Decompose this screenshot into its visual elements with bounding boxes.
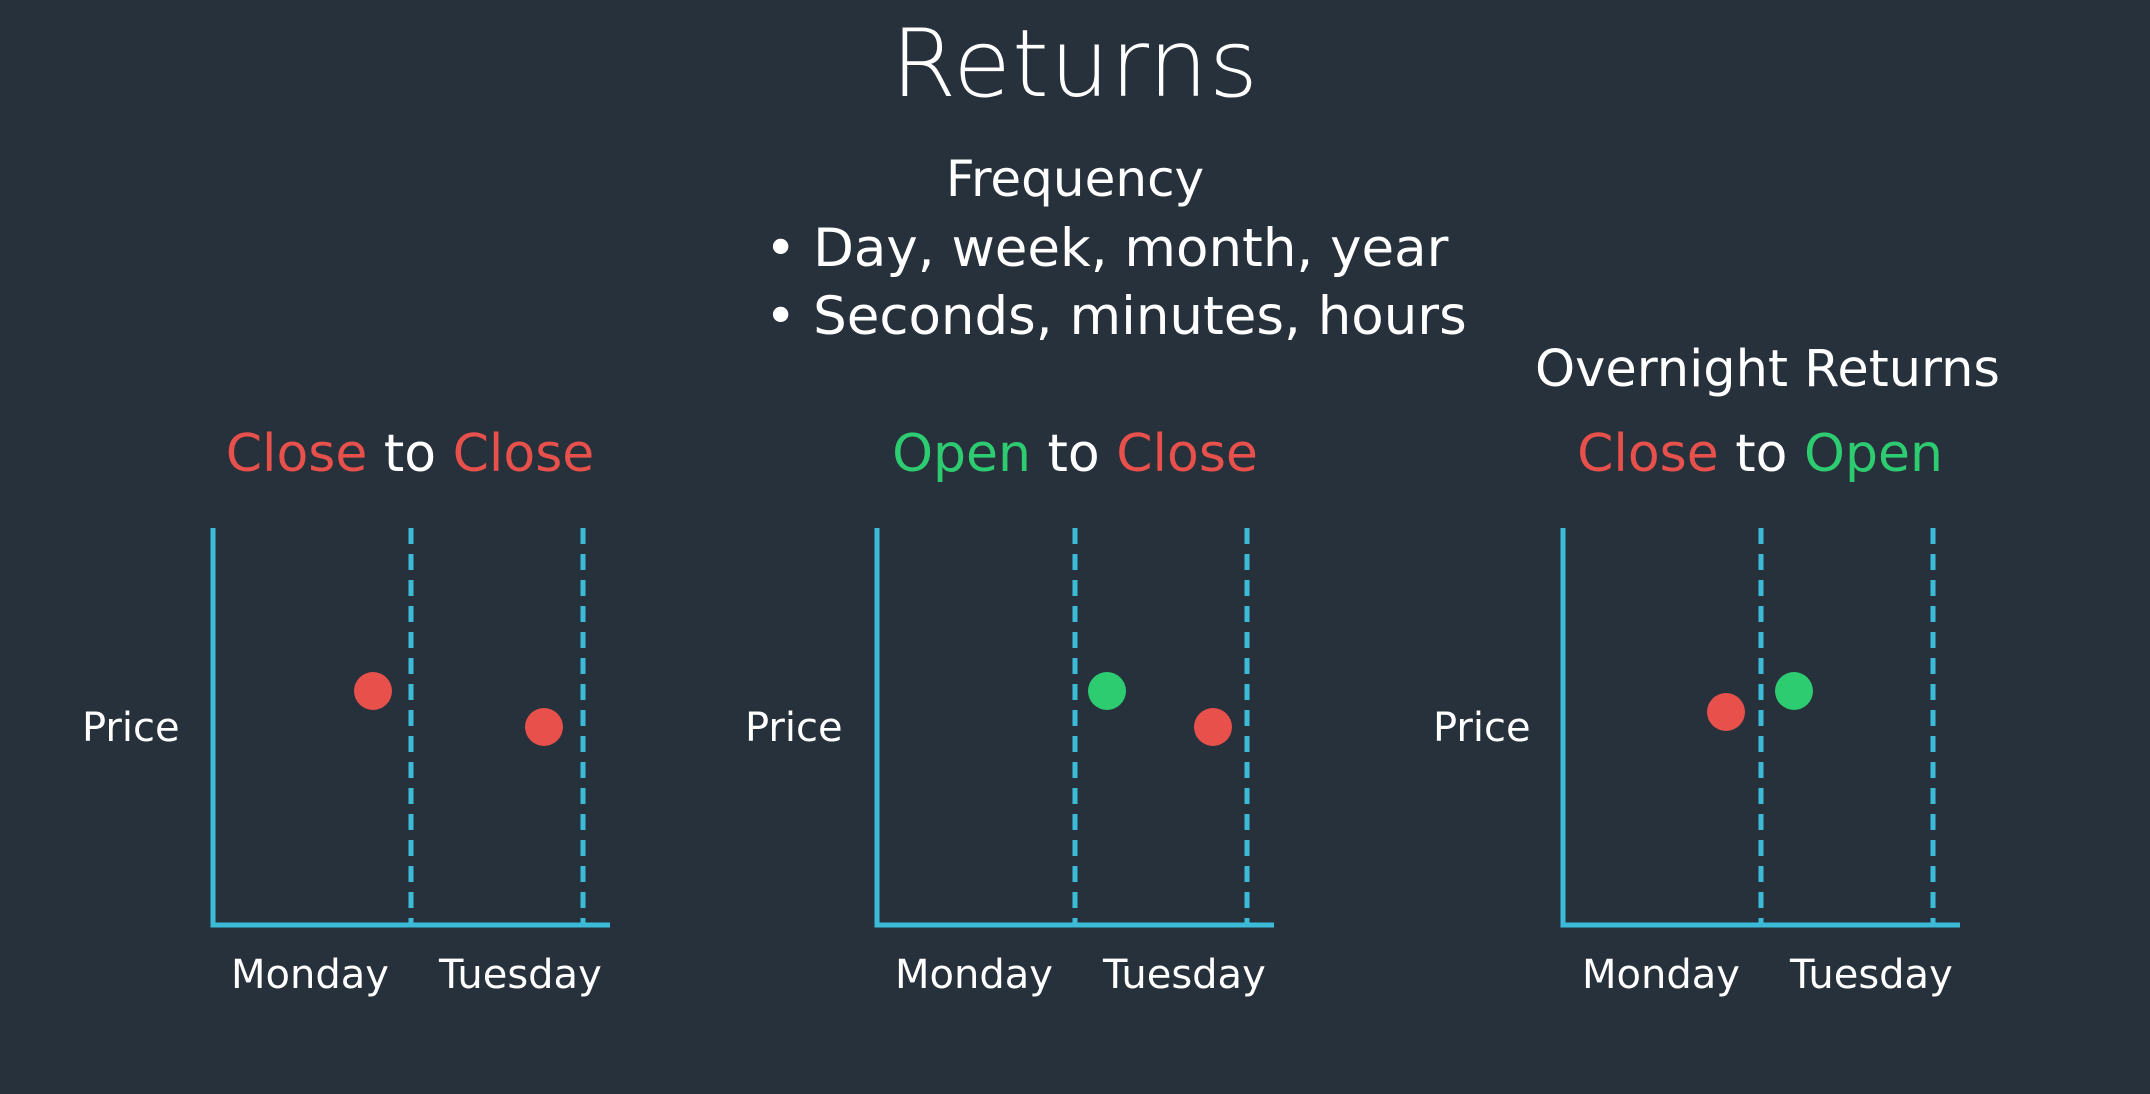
panel-2-open-price-dot xyxy=(1088,672,1126,710)
panel-3-close-price-dot xyxy=(1707,693,1745,731)
panel-3-x-label-monday: Monday xyxy=(1582,952,1740,998)
panel-2-title-connector: to xyxy=(1047,424,1100,484)
panel-1-x-label-tuesday: Tuesday xyxy=(439,952,602,998)
panel-1-close-price-dot xyxy=(354,672,392,710)
panel-2-x-label-tuesday: Tuesday xyxy=(1103,952,1266,998)
panel-2-title-to: Close xyxy=(1116,424,1258,484)
panel-1-title-to: Close xyxy=(452,424,595,484)
frequency-item: • Seconds, minutes, hours xyxy=(765,286,1467,347)
frequency-heading: Frequency xyxy=(945,150,1205,208)
overnight-returns-label: Overnight Returns xyxy=(1535,340,2000,399)
frequency-item: • Day, week, month, year xyxy=(765,218,1449,279)
panel-3-title-to: Open xyxy=(1804,424,1943,484)
frequency-list: • Day, week, month, year • Seconds, minu… xyxy=(765,215,1467,351)
panel-1-title-connector: to xyxy=(383,424,437,484)
panel-3-open-price-dot xyxy=(1775,672,1813,710)
panel-3-x-label-tuesday: Tuesday xyxy=(1790,952,1953,998)
frequency-item-text: Seconds, minutes, hours xyxy=(813,286,1467,347)
panel-2-x-label-monday: Monday xyxy=(895,952,1053,998)
panel-2-title: Open to Close xyxy=(825,424,1325,484)
panel-1-y-label: Price xyxy=(82,705,180,751)
page-title: Returns xyxy=(891,10,1259,119)
panel-3-title: Close to Open xyxy=(1510,424,2010,484)
panel-2-axes xyxy=(874,528,1274,928)
panel-1-title: Close to Close xyxy=(160,424,660,484)
panel-2-close-price-dot xyxy=(1194,708,1232,746)
panel-3-title-from: Close xyxy=(1577,424,1719,484)
panel-3-y-label: Price xyxy=(1433,705,1531,751)
panel-1-x-label-monday: Monday xyxy=(231,952,389,998)
panel-2-y-label: Price xyxy=(745,705,843,751)
panel-1-axes xyxy=(210,528,610,928)
panel-1-close-price-dot xyxy=(525,708,563,746)
panel-2-title-from: Open xyxy=(892,424,1031,484)
panel-3-title-connector: to xyxy=(1735,424,1788,484)
frequency-item-text: Day, week, month, year xyxy=(813,218,1449,279)
panel-1-title-from: Close xyxy=(225,424,368,484)
panel-3-axes xyxy=(1560,528,1960,928)
